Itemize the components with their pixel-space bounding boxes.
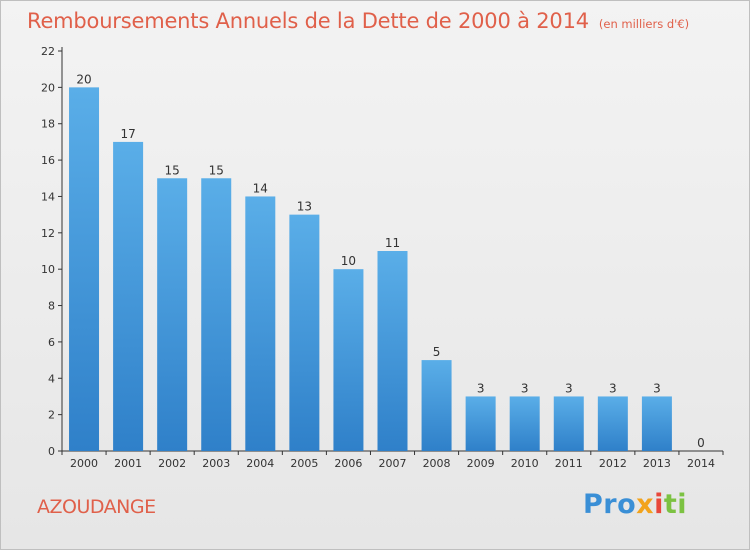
value-label-2002: 15 [165,163,180,177]
unit-text: (en milliers d'€) [598,17,690,31]
y-tick-label: 14 [41,190,55,203]
x-tick-label-2013: 2013 [643,457,671,470]
y-tick-label: 6 [48,336,55,349]
y-tick-label: 18 [41,118,55,131]
bar-2013 [641,396,672,451]
y-tick-label: 10 [41,263,55,276]
bar-2011 [553,396,584,451]
x-tick-label-2007: 2007 [379,457,407,470]
bar-2010 [509,396,540,451]
value-label-2001: 17 [120,127,135,141]
bar-2007 [377,251,408,451]
bar-2005 [289,214,320,451]
x-tick-label-2004: 2004 [246,457,274,470]
y-tick-label: 8 [48,300,55,313]
title-text: Remboursements Annuels de la Dette de 20… [27,9,589,33]
x-tick-label-2000: 2000 [70,457,98,470]
x-tick-label-2002: 2002 [158,457,186,470]
bar-2000 [69,87,100,451]
bar-2003 [201,178,232,452]
commune-name: AZOUDANGE [37,496,156,518]
value-label-2014: 0 [697,436,705,450]
value-label-2011: 3 [565,381,573,395]
value-label-2003: 15 [209,163,224,177]
x-tick-label-2009: 2009 [467,457,495,470]
bar-2008 [421,360,452,451]
proxiti-logo: Proxiti [583,489,688,520]
bar-2006 [333,269,364,451]
y-tick-label: 0 [48,445,55,458]
bar-2001 [113,141,144,451]
x-tick-label-2008: 2008 [423,457,451,470]
x-tick-label-2006: 2006 [334,457,362,470]
x-tick-label-2010: 2010 [511,457,539,470]
value-label-2007: 11 [385,236,400,250]
value-label-2006: 10 [341,254,356,268]
x-tick-label-2005: 2005 [290,457,318,470]
x-tick-label-2003: 2003 [202,457,230,470]
value-label-2000: 20 [76,72,91,86]
x-tick-label-2012: 2012 [599,457,627,470]
value-label-2008: 5 [433,345,441,359]
bar-2004 [245,196,276,451]
value-label-2013: 3 [653,381,661,395]
value-label-2012: 3 [609,381,617,395]
value-label-2004: 14 [253,181,268,195]
value-label-2010: 3 [521,381,529,395]
y-tick-label: 4 [48,372,55,385]
y-tick-label: 20 [41,81,55,94]
y-tick-label: 2 [48,409,55,422]
chart-title: Remboursements Annuels de la Dette de 20… [27,9,689,33]
y-tick-label: 12 [41,227,55,240]
y-tick-label: 16 [41,154,55,167]
bar-2002 [157,178,188,452]
y-tick-label: 22 [41,45,55,58]
value-label-2005: 13 [297,200,312,214]
bar-2012 [597,396,628,451]
x-tick-label-2011: 2011 [555,457,583,470]
bar-2009 [465,396,496,451]
x-tick-label-2014: 2014 [687,457,715,470]
value-label-2009: 3 [477,381,485,395]
x-tick-label-2001: 2001 [114,457,142,470]
